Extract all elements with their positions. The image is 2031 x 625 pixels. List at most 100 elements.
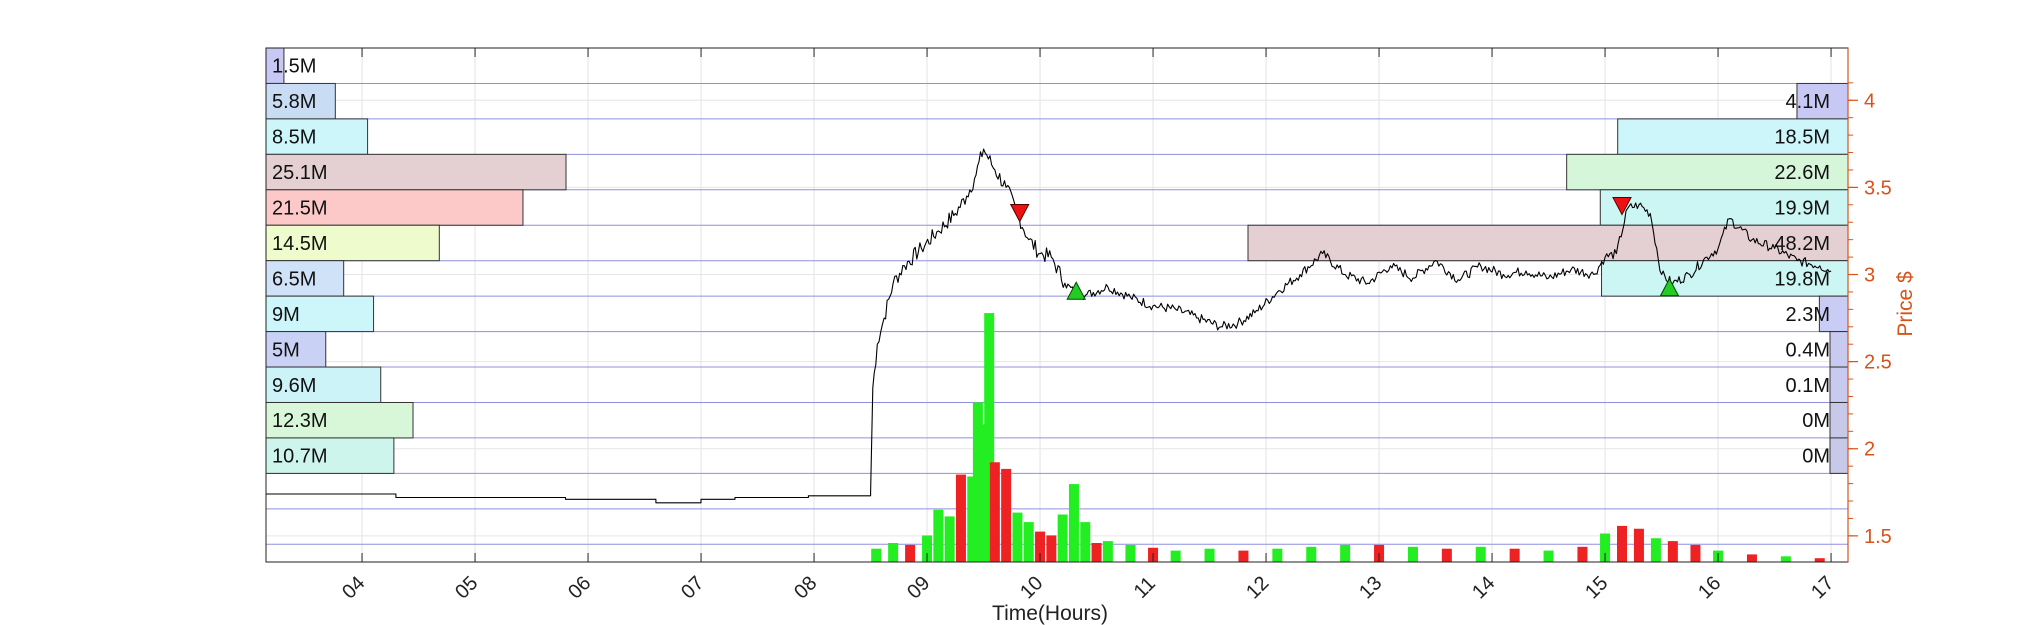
y-tick-label: 2.5 bbox=[1864, 352, 1892, 374]
volume-bar bbox=[922, 535, 933, 562]
volume-bar bbox=[1814, 558, 1825, 562]
volume-profile-left-label: 25.1M bbox=[272, 162, 328, 184]
volume-profile-left-label: 1.5M bbox=[272, 56, 316, 78]
volume-bar bbox=[1272, 548, 1283, 562]
volume-bar bbox=[1577, 546, 1588, 562]
volume-bar bbox=[1690, 544, 1701, 562]
volume-profile-right-label: 18.5M bbox=[1774, 127, 1830, 149]
volume-profile-right-bar bbox=[1829, 401, 1849, 439]
volume-profile-right-bar bbox=[1247, 224, 1849, 262]
volume-profile-right-label: 22.6M bbox=[1774, 162, 1830, 184]
sell-marker bbox=[1612, 197, 1632, 216]
volume-profile-right-label: 19.8M bbox=[1774, 268, 1830, 290]
volume-bar bbox=[1012, 512, 1023, 562]
volume-profile-right-bar bbox=[1566, 153, 1849, 191]
volume-bar bbox=[1543, 550, 1554, 562]
volume-bar bbox=[1340, 544, 1351, 562]
volume-bar bbox=[944, 516, 955, 562]
volume-bar bbox=[1204, 548, 1215, 562]
volume-bar bbox=[972, 402, 983, 562]
volume-profile-left-bar bbox=[265, 224, 440, 262]
volume-profile-left-label: 21.5M bbox=[272, 198, 328, 220]
y-tick-label: 2 bbox=[1864, 439, 1875, 461]
volume-bar bbox=[1746, 554, 1757, 562]
volume-profile-right-label: 0M bbox=[1802, 446, 1830, 468]
volume-profile-right-label: 2.3M bbox=[1786, 304, 1830, 326]
volume-bar bbox=[1102, 541, 1113, 562]
volume-bar bbox=[1509, 548, 1520, 562]
volume-profile-left-label: 14.5M bbox=[272, 233, 328, 255]
trade-markers bbox=[1009, 197, 1680, 300]
y-tick-label: 3 bbox=[1864, 265, 1875, 287]
volume-bar bbox=[1046, 535, 1057, 562]
volume-bar bbox=[905, 544, 916, 562]
volume-profile-left-label: 12.3M bbox=[272, 410, 328, 432]
volume-profile-right-label: 48.2M bbox=[1774, 233, 1830, 255]
volume-profile-left-label: 8.5M bbox=[272, 127, 316, 149]
volume-profile-right-bar bbox=[1829, 331, 1849, 368]
volume-profile-left-label: 9.6M bbox=[272, 375, 316, 397]
volume-bar bbox=[1441, 548, 1452, 562]
sell-marker bbox=[1009, 204, 1030, 223]
volume-profile-right: 4.1M 18.5M 22.6M 19.9M 48.2M 19.8M 2.3M 0.4M 0.1… bbox=[1247, 82, 1849, 474]
volume-bar bbox=[1667, 541, 1678, 562]
volume-profile-left-label: 5M bbox=[272, 339, 300, 361]
volume-profile-right-bar bbox=[1601, 260, 1849, 297]
volume-profile-left-label: 6.5M bbox=[272, 268, 316, 290]
volume-profile-left-label: 10.7M bbox=[272, 446, 328, 468]
volume-bar bbox=[1407, 546, 1418, 562]
volume-bar bbox=[1475, 546, 1486, 562]
volume-bar bbox=[1080, 522, 1091, 562]
volume-bar bbox=[1306, 546, 1317, 562]
volume-profile-left-bar bbox=[265, 401, 414, 439]
buy-marker bbox=[1659, 277, 1680, 297]
volume-bar bbox=[989, 462, 1000, 562]
volume-profile-right-bar bbox=[1599, 189, 1849, 226]
right-y-axis-ticks: 1.5 2 2.5 3 3.5 4 bbox=[1847, 48, 1892, 562]
volume-profile-right-bar bbox=[1829, 366, 1849, 403]
volume-bar bbox=[888, 543, 899, 562]
volume-bar bbox=[1617, 525, 1627, 562]
volume-bar bbox=[967, 476, 978, 562]
volume-bar bbox=[1091, 543, 1102, 562]
y-axis-title: Price $ bbox=[1894, 271, 1917, 337]
volume-bar bbox=[1650, 538, 1661, 562]
volume-bar bbox=[1238, 550, 1249, 562]
y-tick-label: 4 bbox=[1864, 90, 1875, 112]
volume-profile-right-label: 0.1M bbox=[1786, 375, 1830, 397]
volume-profile-left-bar bbox=[265, 260, 345, 297]
volume-profile-left-label: 9M bbox=[272, 304, 300, 326]
volume-bar bbox=[1068, 484, 1079, 562]
volume-bar bbox=[1035, 531, 1046, 562]
volume-profile-left: 1.5M 5.8M 8.5M 25.1M 21.5M 14.5M 6.5M 9M 5M 9.6M 1… bbox=[265, 47, 567, 474]
volume-profile-right-label: 4.1M bbox=[1786, 91, 1830, 113]
x-axis-title: Time(Hours) bbox=[992, 602, 1108, 625]
volume-profile-left-label: 5.8M bbox=[272, 91, 316, 113]
y-tick-label: 1.5 bbox=[1864, 526, 1892, 548]
volume-bar bbox=[1780, 556, 1791, 562]
volume-profile-left-bar bbox=[265, 437, 395, 474]
volume-bar bbox=[1125, 544, 1136, 562]
volume-profile-left-bar bbox=[265, 189, 524, 226]
volume-bar bbox=[978, 424, 989, 562]
volume-profile-right-label: 0.4M bbox=[1786, 339, 1830, 361]
volume-profile-left-bar bbox=[265, 295, 375, 333]
buy-marker bbox=[1066, 281, 1087, 300]
volume-profile-left-bar bbox=[265, 118, 369, 155]
volume-bar bbox=[984, 313, 995, 562]
volume-profile-right-label: 0M bbox=[1802, 410, 1830, 432]
volume-profile-left-bar bbox=[265, 331, 327, 368]
volume-bar bbox=[1170, 550, 1181, 562]
volume-bar bbox=[1600, 533, 1611, 562]
volume-profile-right-label: 19.9M bbox=[1774, 198, 1830, 220]
volume-bar bbox=[955, 474, 966, 562]
volume-bar bbox=[1057, 514, 1068, 562]
volume-bar bbox=[1001, 468, 1012, 562]
volume-bar bbox=[871, 548, 882, 562]
volume-profile-left-bar bbox=[265, 82, 336, 120]
volume-profile-right-bar bbox=[1617, 118, 1849, 155]
volume-profile-right-bar bbox=[1818, 295, 1849, 333]
volume-bar bbox=[1023, 522, 1034, 562]
volume-bar bbox=[1633, 528, 1644, 562]
